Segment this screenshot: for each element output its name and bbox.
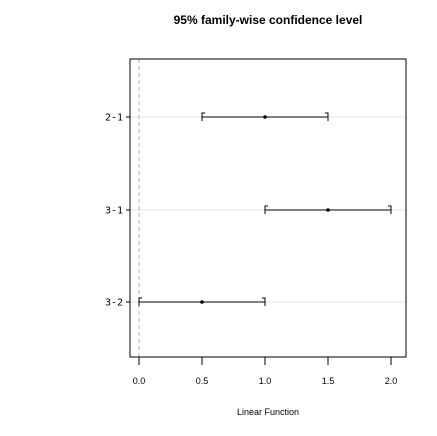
intervals-layer bbox=[138, 112, 392, 306]
comparison-label: 3-1 bbox=[105, 206, 123, 217]
interval-lower-bracket bbox=[264, 205, 268, 214]
x-axis-title: Linear Function bbox=[237, 407, 299, 417]
x-tick-label: 2.0 bbox=[385, 376, 398, 386]
x-tick-label: 0.0 bbox=[133, 376, 146, 386]
interval-estimate-point bbox=[263, 115, 267, 119]
interval-lower-bracket bbox=[201, 112, 205, 121]
x-tick-label: 1.5 bbox=[322, 376, 335, 386]
interval-upper-bracket bbox=[262, 297, 266, 306]
comparison-label: 3-2 bbox=[105, 298, 123, 309]
interval-lower-bracket bbox=[138, 297, 142, 306]
interval-upper-bracket bbox=[325, 112, 329, 121]
plot-frame bbox=[129, 58, 407, 358]
interval-upper-bracket bbox=[388, 205, 392, 214]
y-axis: 2-1 3-1 3-2 bbox=[105, 113, 130, 309]
x-tick-label: 0.5 bbox=[196, 376, 209, 386]
chart-title: 95% family-wise confidence level bbox=[174, 13, 363, 27]
interval-estimate-point bbox=[200, 300, 204, 304]
interval-estimate-point bbox=[326, 208, 330, 212]
comparison-label: 2-1 bbox=[105, 113, 123, 124]
x-tick-label: 1.0 bbox=[259, 376, 272, 386]
x-axis: 0.0 0.5 1.0 1.5 2.0 bbox=[133, 357, 398, 386]
